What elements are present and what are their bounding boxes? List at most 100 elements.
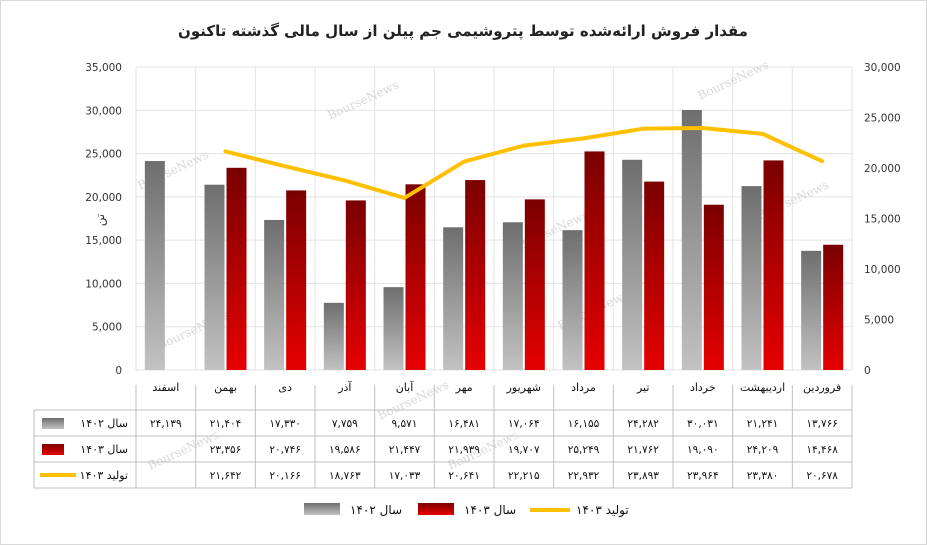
bar-1403 bbox=[465, 180, 486, 370]
x-tick-label: اسفند bbox=[152, 381, 179, 394]
y-axis-label: تن bbox=[93, 214, 108, 226]
table-row-label: تولید ۱۴۰۳ bbox=[80, 469, 128, 482]
gridlines bbox=[135, 66, 853, 371]
data-label: ۲۱,۲۴۱ bbox=[747, 418, 779, 430]
x-tick-label: آبان bbox=[396, 380, 414, 394]
bar-1402 bbox=[323, 302, 344, 370]
data-label: ۲۲,۲۱۵ bbox=[508, 470, 540, 482]
y-tick-label: 5,000 bbox=[92, 322, 122, 334]
data-label: ۲۳,۳۸۰ bbox=[747, 470, 779, 482]
data-label: ۲۲,۹۳۲ bbox=[568, 470, 600, 482]
bar-1402 bbox=[502, 222, 523, 370]
bars bbox=[144, 110, 844, 371]
x-tick-label: تیر bbox=[636, 381, 649, 394]
bar-1403 bbox=[823, 244, 844, 370]
production-line-layer bbox=[223, 125, 825, 200]
y-tick-label: 25,000 bbox=[85, 149, 122, 161]
bar-1403 bbox=[405, 184, 426, 370]
bar-1402 bbox=[383, 287, 404, 370]
data-label: ۲۴,۲۰۹ bbox=[747, 444, 779, 456]
y2-tick-label: 25,000 bbox=[864, 113, 901, 125]
bar-1402 bbox=[622, 159, 643, 370]
data-label: ۱۳,۷۶۶ bbox=[806, 418, 838, 430]
data-label: ۱۹,۷۰۷ bbox=[508, 444, 540, 456]
x-tick-label: فروردین bbox=[803, 381, 841, 394]
legend-label: سال ۱۴۰۲ bbox=[350, 503, 402, 517]
data-label: ۱۷,۰۶۴ bbox=[508, 418, 540, 430]
data-label: ۲۳,۸۹۳ bbox=[627, 470, 659, 482]
y-axis-ticks: 0 5,000 10,000 15,000 20,000 25,000 30,000 35,0… bbox=[85, 62, 122, 377]
data-label: ۲۱,۴۴۷ bbox=[389, 444, 421, 456]
data-label: ۱۷,۰۳۳ bbox=[389, 470, 421, 482]
y-tick-label: 35,000 bbox=[85, 62, 122, 74]
bar-1402 bbox=[264, 219, 285, 370]
bar-1402 bbox=[144, 161, 165, 370]
y-tick-label: 10,000 bbox=[85, 278, 122, 290]
legend-key-1403 bbox=[418, 503, 454, 515]
data-label: ۲۰,۱۶۶ bbox=[269, 470, 301, 482]
data-label: ۲۱,۴۰۴ bbox=[210, 418, 242, 430]
x-tick-label: بهمن bbox=[214, 381, 237, 394]
data-label: ۲۱,۷۶۲ bbox=[627, 444, 659, 456]
y2-tick-label: 5,000 bbox=[864, 315, 894, 327]
data-label: ۱۶,۴۸۱ bbox=[448, 418, 480, 430]
data-label: ۲۱,۶۴۲ bbox=[210, 470, 242, 482]
y2-tick-label: 0 bbox=[864, 365, 871, 377]
bar-1402 bbox=[204, 184, 225, 370]
y-tick-label: 30,000 bbox=[85, 105, 122, 117]
data-label: ۱۷,۳۳۰ bbox=[269, 418, 301, 430]
data-label: ۲۰,۶۴۱ bbox=[448, 470, 480, 482]
data-label: ۳۰,۰۳۱ bbox=[687, 418, 719, 430]
bar-1402 bbox=[681, 110, 702, 371]
table-row-label: سال ۱۴۰۲ bbox=[80, 417, 128, 430]
bar-1402 bbox=[562, 230, 583, 370]
chart-title: مقدار فروش ارائه‌شده توسط پتروشیمی جم پی… bbox=[178, 22, 748, 41]
y2-axis-ticks: 0 5,000 10,000 15,000 20,000 25,000 30,000 bbox=[864, 62, 901, 377]
bar-1403 bbox=[584, 151, 605, 370]
x-tick-label: شهریور bbox=[506, 381, 541, 394]
data-label: ۲۳,۳۵۶ bbox=[210, 444, 242, 456]
data-label: ۲۳,۹۶۴ bbox=[687, 470, 719, 482]
x-tick-label: اردیبهشت bbox=[740, 381, 785, 394]
legend: سال ۱۴۰۲ سال ۱۴۰۳ تولید ۱۴۰۳ bbox=[304, 503, 629, 518]
table-key-1403 bbox=[42, 444, 64, 455]
data-label: ۲۰,۶۷۸ bbox=[806, 470, 838, 482]
data-label: ۲۴,۲۸۲ bbox=[627, 418, 659, 430]
data-label: ۲۴,۱۳۹ bbox=[150, 418, 182, 430]
legend-key-1402 bbox=[304, 503, 340, 515]
bar-1403 bbox=[286, 190, 307, 370]
x-tick-label: خرداد bbox=[690, 381, 716, 394]
y-tick-label: 20,000 bbox=[85, 192, 122, 204]
table-row-label: سال ۱۴۰۳ bbox=[80, 443, 128, 456]
data-label: ۷,۷۵۹ bbox=[332, 418, 358, 430]
bar-1403 bbox=[524, 199, 545, 370]
legend-label: سال ۱۴۰۳ bbox=[464, 503, 516, 517]
bar-1403 bbox=[345, 200, 366, 370]
bar-1403 bbox=[763, 160, 784, 370]
data-label: ۱۸,۷۶۳ bbox=[329, 470, 361, 482]
bar-1402 bbox=[741, 186, 762, 370]
legend-label: تولید ۱۴۰۳ bbox=[576, 503, 629, 518]
data-label: ۲۰,۷۴۶ bbox=[269, 444, 301, 456]
data-label: ۲۱,۹۳۹ bbox=[448, 444, 480, 456]
data-label: ۱۶,۱۵۵ bbox=[568, 418, 600, 430]
y2-tick-label: 10,000 bbox=[864, 264, 901, 276]
y2-tick-label: 20,000 bbox=[864, 163, 901, 175]
x-tick-label: آذر bbox=[337, 380, 352, 394]
y2-tick-label: 15,000 bbox=[864, 214, 901, 226]
data-label: ۹,۵۷۱ bbox=[392, 418, 418, 430]
x-tick-label: دی bbox=[278, 381, 292, 394]
y2-tick-label: 30,000 bbox=[864, 62, 901, 74]
x-tick-label: مهر bbox=[455, 381, 473, 394]
data-table: فروردین اردیبهشت خرداد تیر مرداد شهریور مهر آبا… bbox=[33, 380, 853, 489]
y-tick-label: 15,000 bbox=[85, 235, 122, 247]
data-label: ۱۴,۴۶۸ bbox=[806, 444, 838, 456]
data-label: ۲۵,۲۴۹ bbox=[568, 444, 600, 456]
x-tick-label: مرداد bbox=[571, 381, 596, 394]
bar-1403 bbox=[226, 167, 247, 370]
bar-1403 bbox=[644, 181, 665, 370]
data-label: ۱۹,۵۸۶ bbox=[329, 444, 361, 456]
y-tick-label: 0 bbox=[115, 365, 122, 377]
bar-1403 bbox=[703, 204, 724, 370]
